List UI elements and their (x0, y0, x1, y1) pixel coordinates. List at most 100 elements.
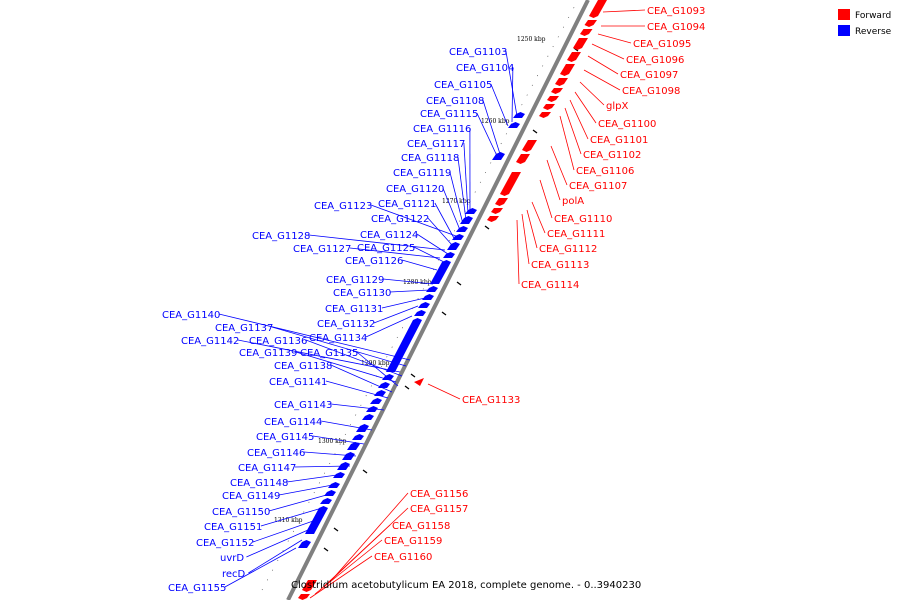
reverse-leader-line (252, 519, 317, 543)
scale-tick-label: 1250 kbp (517, 36, 546, 43)
reverse-leader-line (218, 313, 411, 361)
forward-gene-label: CEA_G1110 (554, 214, 612, 225)
reverse-gene-block (370, 398, 382, 404)
reverse-gene-label: CEA_G1141 (269, 377, 327, 388)
reverse-leader-line (303, 451, 357, 457)
reverse-gene-label: CEA_G1120 (386, 184, 444, 195)
forward-gene-block (551, 88, 563, 94)
reverse-gene-block (513, 112, 525, 118)
forward-leader-line (531, 201, 546, 234)
reverse-gene-label: CEA_G1129 (326, 275, 384, 286)
forward-leader-line (579, 81, 605, 106)
reverse-leader-line (463, 142, 469, 215)
reverse-gene-block (320, 498, 332, 504)
reverse-gene-label: recD (222, 569, 246, 580)
reverse-leader-line (295, 351, 397, 383)
reverse-gene-block (452, 234, 464, 240)
reverse-gene-label: CEA_G1127 (293, 244, 351, 255)
reverse-leader-line (427, 217, 453, 246)
forward-gene-block (495, 198, 508, 206)
reverse-gene-block (492, 152, 505, 160)
reverse-gene-label: CEA_G1128 (252, 231, 310, 242)
reverse-leader-line (312, 435, 365, 445)
reverse-leader-line (505, 50, 518, 117)
reverse-gene-label: CEA_G1125 (357, 243, 415, 254)
forward-gene-block (567, 52, 581, 62)
scale-tick-label: 1310 kbp (274, 517, 303, 524)
reverse-leader-line (382, 278, 434, 285)
reverse-gene-label: CEA_G1145 (256, 432, 314, 443)
reverse-gene-label: CEA_G1108 (426, 96, 484, 107)
reverse-gene-label: CEA_G1118 (401, 153, 459, 164)
forward-leader-line (597, 33, 632, 44)
scale-tick-label: 1300 kbp (318, 438, 347, 445)
scale-tick-label: 1260 kbp (481, 118, 510, 125)
forward-gene-label: CEA_G1157 (410, 504, 468, 515)
reverse-gene-label: CEA_G1126 (345, 256, 403, 267)
reverse-gene-label: CEA_G1144 (264, 417, 322, 428)
forward-gene-block (516, 154, 530, 164)
forward-gene-label: CEA_G1156 (410, 489, 468, 500)
reverse-gene-block (414, 310, 426, 316)
gene-labels: CEA_G1093 CEA_G1094 CEA_G1095 CEA_G1096 CEA_… (162, 6, 705, 594)
forward-leader-line (550, 145, 568, 186)
forward-gene-label: CEA_G1094 (647, 22, 705, 33)
genome-backbone (286, 0, 590, 600)
scale-tick-label: 1290 kbp (361, 360, 390, 367)
reverse-leader-line (349, 247, 441, 259)
reverse-gene-label: CEA_G1140 (162, 310, 220, 321)
forward-gene-label: CEA_G1114 (521, 280, 579, 291)
forward-gene-label: CEA_G1095 (633, 39, 691, 50)
reverse-leader-line (457, 156, 467, 221)
reverse-gene-label: CEA_G1152 (196, 538, 254, 549)
reverse-gene-label: CEA_G1130 (333, 288, 391, 299)
reverse-leader-line (268, 493, 331, 512)
rule-mark (484, 225, 490, 230)
reverse-gene-label: CEA_G1117 (407, 139, 465, 150)
reverse-leader-line (381, 297, 426, 309)
forward-gene-label: CEA_G1101 (590, 135, 648, 146)
forward-gene-label: CEA_G1098 (622, 86, 680, 97)
reverse-leader-line (325, 380, 389, 399)
reverse-gene-label: CEA_G1135 (300, 348, 358, 359)
reverse-gene-block (382, 374, 394, 380)
forward-leader-line (526, 209, 538, 249)
reverse-gene-block (418, 302, 430, 308)
reverse-gene-label: CEA_G1134 (309, 333, 367, 344)
forward-gene-label: CEA_G1096 (626, 55, 684, 66)
forward-leader-line (319, 524, 391, 591)
forward-gene-label: CEA_G1113 (531, 260, 589, 271)
reverse-gene-block (430, 260, 451, 284)
forward-gene-label: CEA_G1160 (374, 552, 432, 563)
reverse-gene-block (298, 540, 311, 548)
forward-gene-block (302, 580, 317, 592)
forward-gene-block (298, 594, 310, 600)
reverse-leader-line (389, 289, 431, 293)
reverse-gene-label: CEA_G1105 (434, 80, 492, 91)
forward-gene-block (543, 104, 555, 110)
reverse-leader-line (401, 259, 438, 271)
reverse-leader-line (330, 403, 385, 411)
reverse-gene-label: CEA_G1115 (420, 109, 478, 120)
forward-leader-line (574, 91, 597, 124)
forward-gene-label: CEA_G1159 (384, 536, 442, 547)
forward-gene-block (522, 140, 537, 152)
legend: Forward Reverse (838, 9, 892, 37)
reverse-leader-line (476, 112, 499, 159)
legend-label-forward: Forward (855, 11, 891, 21)
reverse-gene-block (465, 208, 477, 214)
reverse-gene-block (460, 216, 473, 224)
reverse-gene-label: CEA_G1136 (249, 336, 307, 347)
reverse-leader-line (490, 83, 509, 127)
reverse-leader-line (278, 483, 339, 496)
reverse-gene-label: CEA_G1155 (168, 583, 226, 594)
reverse-leader-line (246, 529, 309, 558)
reverse-gene-label: CEA_G1121 (378, 199, 436, 210)
forward-gene-label: CEA_G1133 (462, 395, 520, 406)
reverse-leader-line (449, 171, 464, 225)
reverse-gene-block (305, 506, 328, 534)
forward-gene-block (487, 216, 499, 222)
rule-mark (362, 469, 368, 474)
forward-gene-label: CEA_G1111 (547, 229, 605, 240)
